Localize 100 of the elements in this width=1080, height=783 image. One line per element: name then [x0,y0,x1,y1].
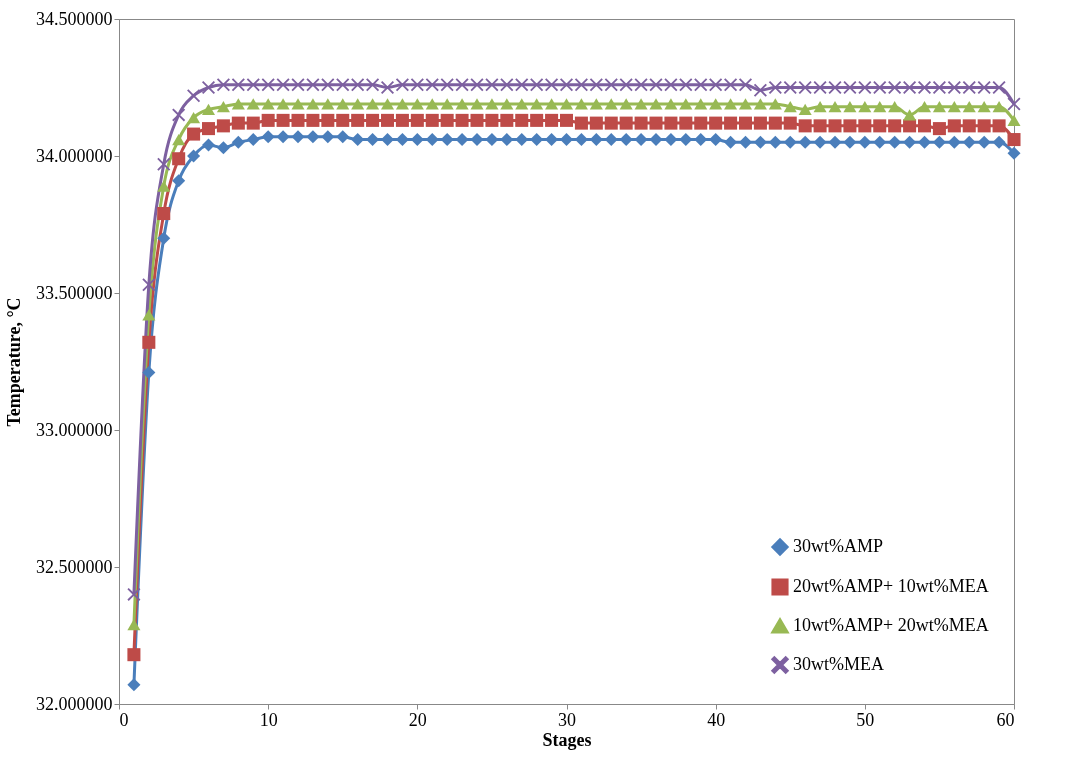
point [216,119,230,133]
point [574,98,588,110]
point [649,133,663,147]
point [932,80,946,95]
point [261,98,275,110]
legend-label: 30wt%MEA [793,654,884,674]
point [470,133,484,147]
point [649,116,663,130]
point [738,78,753,92]
point [858,135,872,149]
point [455,78,469,92]
point [530,133,544,147]
point [276,78,290,92]
point [231,116,245,130]
point [873,119,887,133]
point [261,130,275,144]
x-tick-label: 20 [408,709,427,730]
point [321,130,335,144]
point [246,133,260,147]
point [500,98,514,110]
point [724,98,738,110]
x-tick-label: 0 [119,709,129,730]
y-tick-label: 32.000000 [36,693,113,714]
y-tick-label: 34.500000 [36,8,113,29]
point [470,78,484,92]
point [1007,133,1021,147]
point [709,98,723,110]
point [962,119,976,133]
point [380,98,395,110]
point [947,135,961,149]
point [619,133,633,147]
point [724,116,738,130]
point [858,119,872,133]
point [321,78,335,92]
point [425,98,439,110]
point [604,116,618,130]
point [425,133,439,147]
point [679,98,693,110]
point [873,135,887,149]
point [724,78,738,92]
point [440,133,454,147]
point [798,119,812,133]
point [216,141,230,155]
point [828,135,842,149]
point [917,119,932,133]
point [545,98,559,110]
point [634,133,648,147]
point [201,80,216,95]
point [947,119,961,133]
point [380,113,395,127]
point [559,98,574,110]
point [410,113,424,127]
point [291,98,305,110]
legend-label: 30wt%AMP [793,536,884,556]
point [440,113,454,127]
point [366,98,380,110]
point [664,133,678,147]
point [366,113,380,127]
point [142,365,156,379]
y-tick-label: 32.500000 [36,556,113,577]
legend-label: 20wt%AMP+ 10wt%MEA [793,576,989,596]
point [858,101,872,113]
point [634,78,648,92]
point [977,135,991,149]
point [768,98,782,110]
point [783,116,797,130]
point [336,98,350,110]
point [142,309,156,321]
point [873,101,887,113]
point [261,113,275,127]
point [753,98,767,110]
point [843,135,857,149]
point [589,133,603,147]
point [992,101,1006,113]
point [783,135,797,149]
point [828,101,842,113]
point [187,127,201,141]
y-tick-label: 33.000000 [36,419,113,440]
point [530,98,544,110]
point [768,135,782,149]
point [932,135,946,149]
point [351,78,365,92]
point [306,98,320,110]
point [395,113,409,127]
point [142,278,156,292]
point [201,122,216,136]
point [291,130,305,144]
point [947,80,961,95]
y-axis-title: Temperature, °C [4,297,24,427]
point [783,101,797,113]
point [142,335,156,349]
point [201,138,216,152]
point [798,103,812,116]
point [440,78,454,92]
point [619,98,633,110]
point [738,98,753,110]
point [366,133,380,147]
point [231,78,245,92]
point [679,116,693,130]
point [917,101,932,113]
